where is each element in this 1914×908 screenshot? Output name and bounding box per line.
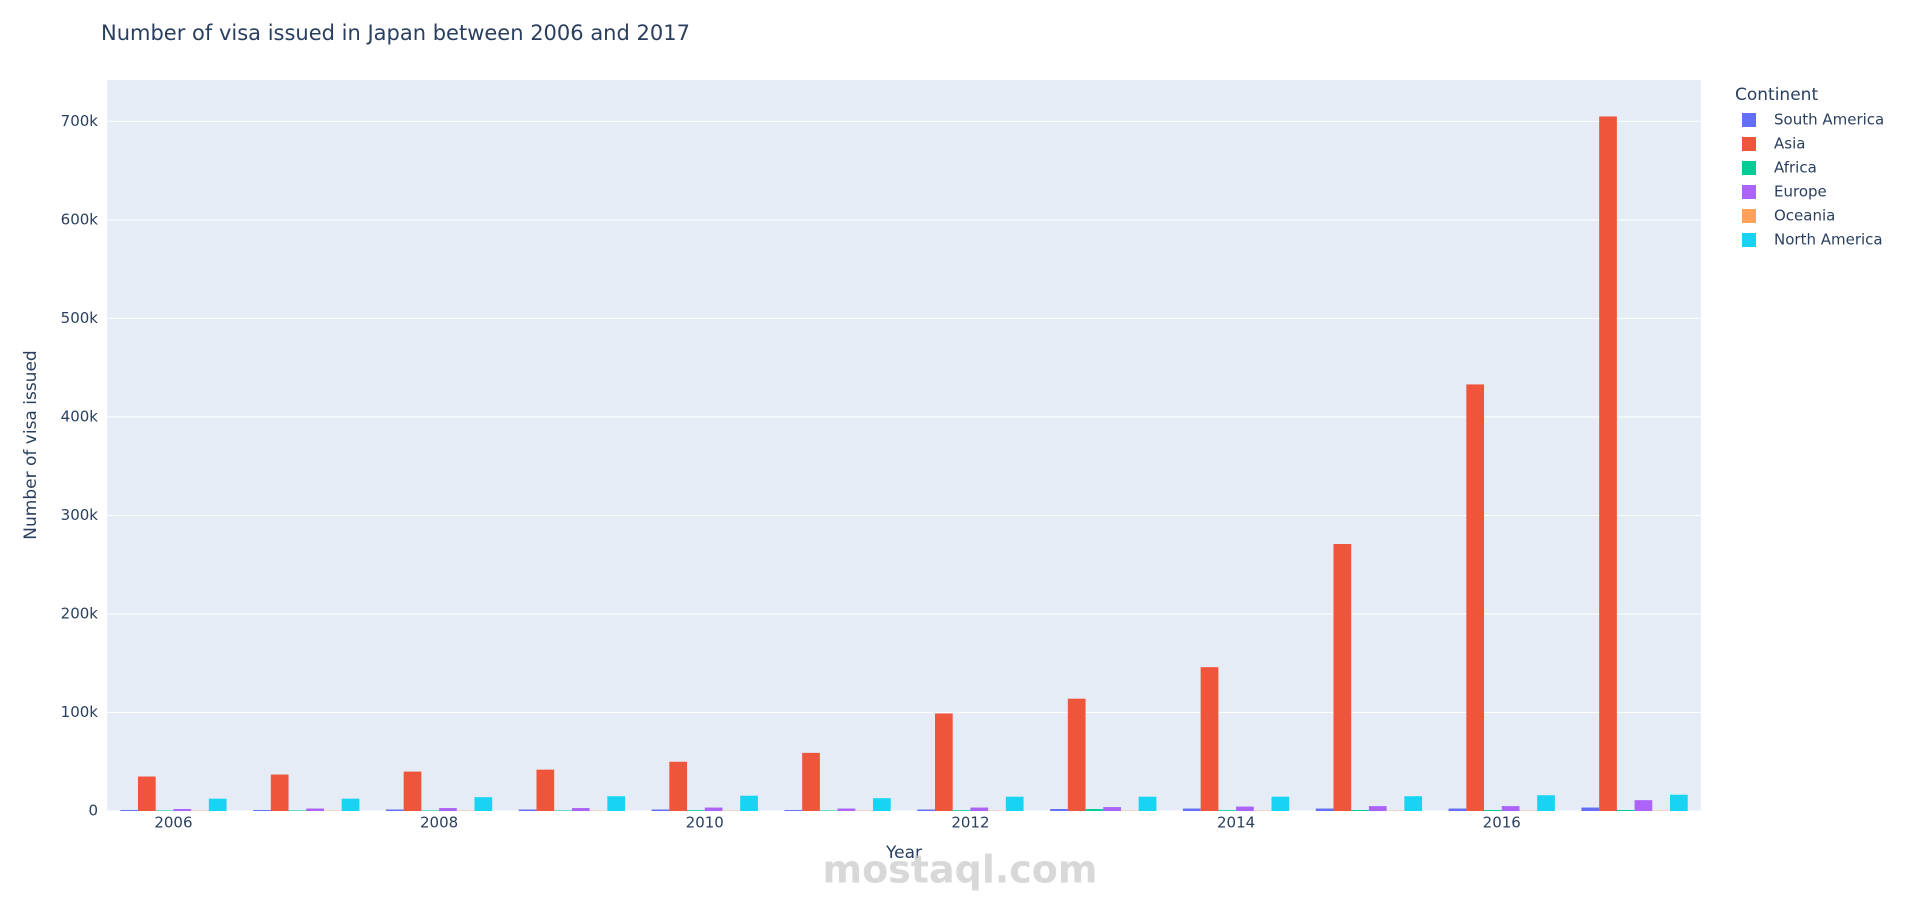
bar [1200, 667, 1219, 811]
y-tick-label: 400k [61, 407, 99, 425]
bar [1484, 810, 1502, 811]
bar [1182, 808, 1201, 811]
bar [306, 808, 324, 811]
legend-swatch [1742, 161, 1756, 175]
bar [1670, 794, 1688, 811]
bar [536, 769, 555, 811]
chart-title: Number of visa issued in Japan between 2… [101, 21, 690, 45]
legend-label: South America [1774, 111, 1884, 129]
bar [1351, 810, 1369, 811]
bar [1581, 807, 1600, 811]
bar [137, 776, 156, 811]
bar [607, 796, 626, 811]
bar [341, 798, 360, 811]
y-tick-label: 300k [61, 506, 99, 524]
bar [1333, 544, 1352, 811]
bar [970, 807, 989, 811]
x-tick-label: 2008 [420, 814, 458, 832]
y-tick-label: 500k [61, 309, 99, 327]
legend-title: Continent [1735, 85, 1818, 105]
y-tick-label: 700k [61, 112, 99, 130]
legend-label: Europe [1774, 183, 1827, 201]
bar [1599, 116, 1617, 812]
bar [1067, 698, 1086, 811]
bar [1050, 809, 1068, 811]
bar [1616, 810, 1635, 811]
legend-swatch [1742, 233, 1756, 247]
legend-label: Asia [1774, 135, 1805, 153]
bar [740, 795, 758, 811]
bar [687, 810, 705, 811]
bar [1634, 800, 1653, 811]
y-tick-label: 600k [61, 210, 99, 228]
bar [873, 798, 891, 811]
y-axis-title: Number of visa issued [21, 350, 41, 539]
bar [253, 810, 271, 811]
bar [1005, 796, 1024, 811]
bar [474, 797, 493, 811]
bar [1236, 806, 1254, 811]
y-tick-label: 0 [88, 802, 98, 820]
y-tick-label: 200k [61, 604, 99, 622]
bar [1404, 796, 1423, 811]
plot-area [107, 80, 1701, 811]
bar [403, 771, 422, 811]
bar [439, 808, 457, 811]
x-tick-label: 2014 [1217, 814, 1255, 832]
bar [917, 809, 935, 811]
bar [1537, 795, 1555, 811]
bar [1368, 806, 1387, 811]
legend-swatch [1742, 137, 1756, 151]
legend-label: North America [1774, 231, 1883, 249]
x-tick-label: 2006 [154, 814, 192, 832]
bar [208, 798, 227, 811]
bar [669, 761, 688, 811]
watermark: mostaql.com [822, 848, 1097, 892]
x-tick-label: 2012 [951, 814, 989, 832]
legend-swatch [1742, 113, 1756, 127]
bar [1138, 796, 1157, 811]
bar [1448, 808, 1467, 811]
x-axis-title: Year [885, 843, 922, 863]
legend-label: Oceania [1774, 207, 1835, 225]
x-tick-label: 2016 [1483, 814, 1521, 832]
bar [120, 810, 138, 811]
bar [173, 809, 192, 811]
bar [571, 808, 590, 811]
bar [1271, 796, 1290, 811]
bar [1501, 806, 1520, 811]
bar [837, 808, 856, 811]
bar [270, 774, 289, 811]
bar [385, 809, 404, 811]
legend-swatch [1742, 185, 1756, 199]
bar [1466, 384, 1485, 811]
x-tick-label: 2010 [686, 814, 724, 832]
bar [518, 809, 537, 811]
bar [1218, 810, 1237, 811]
legend-label: Africa [1774, 159, 1817, 177]
bar [1103, 807, 1121, 811]
bar [1315, 808, 1334, 811]
bar [1085, 809, 1104, 811]
bar [952, 810, 971, 811]
legend-swatch [1742, 209, 1756, 223]
bar [784, 810, 803, 811]
bar [651, 809, 670, 811]
bar [934, 713, 953, 811]
y-tick-label: 100k [61, 703, 99, 721]
bar [802, 752, 820, 811]
bar [704, 807, 723, 811]
